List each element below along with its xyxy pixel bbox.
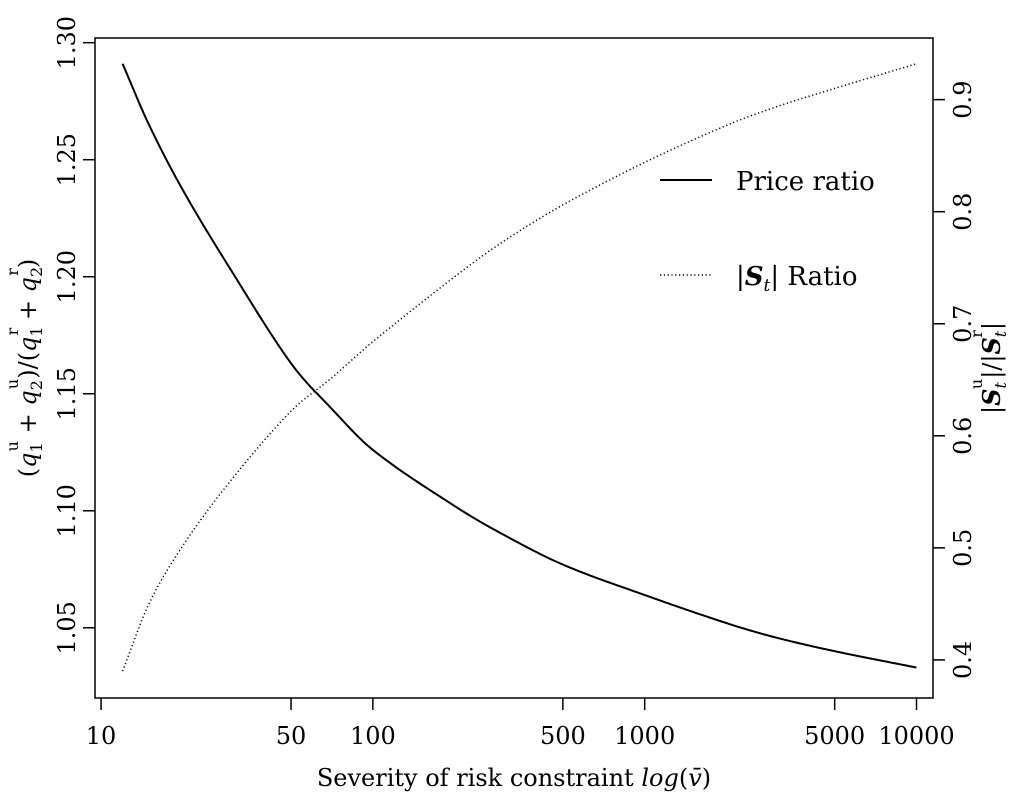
y-right-tick-label: 0.6 [949, 417, 977, 455]
y-left-tick-label: 1.05 [53, 601, 81, 654]
x-axis-ticks: 10 50 100 500 1000 5000 10000 [86, 698, 955, 750]
x-tick-label: 500 [540, 722, 586, 750]
series-line-st-ratio [121, 63, 917, 672]
y-right-axis-ticks: 0.4 0.5 0.6 0.7 0.8 0.9 [933, 81, 977, 679]
x-tick-label: 1000 [614, 722, 675, 750]
y-right-tick-label: 0.5 [949, 529, 977, 567]
legend: Price ratio |St| Ratio [660, 167, 875, 296]
x-axis-title: Severity of risk constraint log(v̄) [317, 764, 711, 792]
legend-label-price-ratio: Price ratio [736, 167, 875, 197]
y-right-tick-label: 0.7 [949, 305, 977, 343]
y-right-axis-title: |Stu|/|Str| [967, 322, 1010, 414]
plot-frame [94, 37, 934, 699]
y-left-tick-label: 1.20 [53, 250, 81, 303]
y-left-tick-label: 1.30 [53, 16, 81, 69]
legend-label-st-ratio: |St| Ratio [736, 262, 858, 296]
y-right-tick-label: 0.8 [949, 193, 977, 231]
y-right-tick-label: 0.4 [949, 641, 977, 679]
x-tick-label: 5000 [804, 722, 865, 750]
y-right-tick-label: 0.9 [949, 81, 977, 119]
series-layer [121, 63, 917, 672]
series-line-price-ratio [121, 63, 917, 669]
y-left-tick-label: 1.15 [53, 367, 81, 420]
x-tick-label: 10000 [878, 722, 954, 750]
y-left-tick-label: 1.10 [53, 484, 81, 537]
y-left-axis-ticks: 1.05 1.10 1.15 1.20 1.25 1.30 [53, 16, 95, 655]
y-left-axis-title: (q1u + q2u)/(q1r + q2r) [3, 259, 46, 478]
x-tick-label: 50 [276, 722, 307, 750]
x-tick-label: 100 [350, 722, 396, 750]
y-left-tick-label: 1.25 [53, 133, 81, 186]
x-tick-label: 10 [86, 722, 117, 750]
